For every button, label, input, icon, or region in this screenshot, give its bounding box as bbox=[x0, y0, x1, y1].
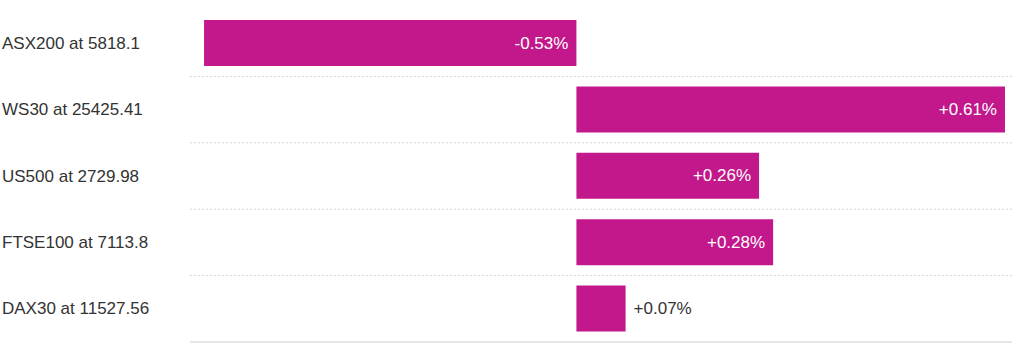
svg-text:-0.53%: -0.53% bbox=[515, 34, 569, 53]
svg-text:WS30 at 25425.41: WS30 at 25425.41 bbox=[8, 100, 143, 119]
svg-text:+0.07%: +0.07% bbox=[634, 299, 692, 318]
svg-text:+0.61%: +0.61% bbox=[939, 100, 997, 119]
svg-text:DAX30 at 11527.56: DAX30 at 11527.56 bbox=[8, 299, 149, 318]
svg-text:+0.28%: +0.28% bbox=[707, 233, 765, 252]
svg-text:+0.26%: +0.26% bbox=[693, 166, 751, 185]
svg-text:ASX200 at 5818.1: ASX200 at 5818.1 bbox=[8, 34, 140, 53]
svg-text:US500 at 2729.98: US500 at 2729.98 bbox=[8, 167, 139, 186]
svg-text:FTSE100 at 7113.8: FTSE100 at 7113.8 bbox=[8, 233, 148, 252]
